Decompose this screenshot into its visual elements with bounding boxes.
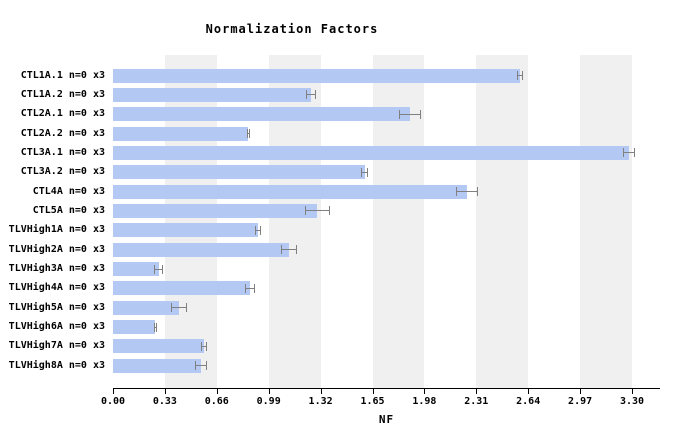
category-label: TLVHigh7A n=0 x3	[8, 340, 105, 352]
x-tick-mark	[216, 389, 218, 394]
category-label: CTL1A.2 n=0 x3	[20, 88, 105, 100]
category-label: CTL2A.1 n=0 x3	[20, 108, 105, 120]
x-tick-label: 2.97	[568, 396, 593, 407]
error-bar-hline	[171, 307, 187, 309]
x-tick-mark	[268, 389, 270, 394]
category-label: TLVHigh6A n=0 x3	[8, 321, 105, 333]
x-tick-mark	[372, 389, 374, 394]
bar	[113, 281, 250, 296]
bar	[113, 242, 290, 257]
error-bar	[194, 361, 208, 371]
bar	[113, 145, 629, 160]
x-tick-label: 1.32	[308, 396, 333, 407]
bar	[113, 107, 411, 122]
category-label: CTL2A.2 n=0 x3	[20, 127, 105, 139]
background-band	[476, 55, 529, 388]
x-tick-label: 1.98	[412, 396, 437, 407]
category-label: CTL4A n=0 x3	[32, 185, 105, 197]
x-tick-label: 2.64	[516, 396, 541, 407]
bar	[113, 300, 180, 315]
error-bar-hline	[153, 326, 158, 328]
bar	[113, 320, 156, 335]
error-bar	[153, 322, 158, 332]
error-bar	[171, 303, 187, 313]
x-tick-mark	[164, 389, 166, 394]
x-tick-mark	[632, 389, 633, 394]
bar	[113, 223, 258, 238]
bar	[113, 203, 318, 218]
x-tick-mark	[528, 389, 530, 394]
x-tick-mark	[424, 389, 426, 394]
category-label: CTL5A n=0 x3	[32, 204, 105, 216]
bar	[113, 165, 365, 180]
error-bar-hline	[153, 268, 164, 270]
x-tick-label: 1.65	[360, 396, 385, 407]
bar	[113, 68, 521, 83]
error-bar-hline	[361, 171, 368, 173]
category-label: TLVHigh5A n=0 x3	[8, 301, 105, 313]
error-bar-hline	[399, 113, 422, 115]
error-bar	[281, 245, 297, 255]
category-label: TLVHigh2A n=0 x3	[8, 243, 105, 255]
error-bar-hline	[281, 249, 297, 251]
bar	[113, 262, 159, 276]
x-tick-label: 0.33	[152, 396, 177, 407]
error-bar-hline	[194, 365, 208, 367]
background-band	[580, 55, 632, 388]
error-bar	[201, 341, 208, 351]
error-bar-hline	[517, 75, 524, 76]
error-bar	[246, 129, 250, 139]
error-bar	[455, 187, 478, 197]
error-bar	[622, 148, 636, 158]
x-tick-label: 3.30	[619, 396, 645, 407]
x-tick-mark	[320, 389, 322, 394]
bar	[113, 339, 205, 354]
x-tick-mark	[113, 389, 114, 394]
error-bar	[153, 264, 164, 274]
category-label: TLVHigh1A n=0 x3	[8, 224, 105, 236]
bar	[113, 358, 202, 373]
x-tick-label: 2.31	[464, 396, 489, 407]
error-bar-hline	[245, 287, 255, 289]
category-label: CTL1A.1 n=0 x3	[20, 69, 105, 81]
error-bar	[304, 206, 331, 216]
error-bar	[517, 71, 524, 80]
error-bar	[306, 90, 316, 100]
chart-title: Normalization Factors	[205, 22, 379, 36]
x-tick-label: 0.00	[100, 396, 126, 407]
category-label: CTL3A.1 n=0 x3	[20, 146, 105, 158]
background-band	[372, 55, 425, 388]
x-axis-label: NF	[378, 413, 395, 426]
error-bar-hline	[246, 133, 250, 135]
bar	[113, 126, 249, 141]
error-bar	[254, 225, 261, 235]
x-tick-label: 0.99	[256, 396, 281, 407]
error-bar-hline	[306, 94, 316, 96]
x-tick-mark	[476, 389, 478, 394]
category-label: CTL3A.2 n=0 x3	[20, 166, 105, 178]
error-bar-hline	[254, 229, 261, 231]
error-bar	[399, 109, 422, 119]
category-label: TLVHigh8A n=0 x3	[8, 359, 105, 371]
x-tick-mark	[580, 389, 582, 394]
plot-area	[113, 55, 660, 389]
x-tick-label: 0.66	[204, 396, 229, 407]
error-bar	[245, 283, 255, 293]
category-label: TLVHigh4A n=0 x3	[8, 282, 105, 294]
bar	[113, 87, 312, 102]
bar	[113, 184, 467, 199]
background-band	[268, 55, 321, 388]
error-bar	[361, 167, 368, 177]
category-label: TLVHigh3A n=0 x3	[8, 263, 105, 274]
background-band	[164, 55, 217, 388]
error-bar-hline	[622, 152, 636, 154]
error-bar-hline	[201, 345, 208, 347]
error-bar-hline	[455, 191, 478, 193]
error-bar-hline	[304, 210, 331, 212]
